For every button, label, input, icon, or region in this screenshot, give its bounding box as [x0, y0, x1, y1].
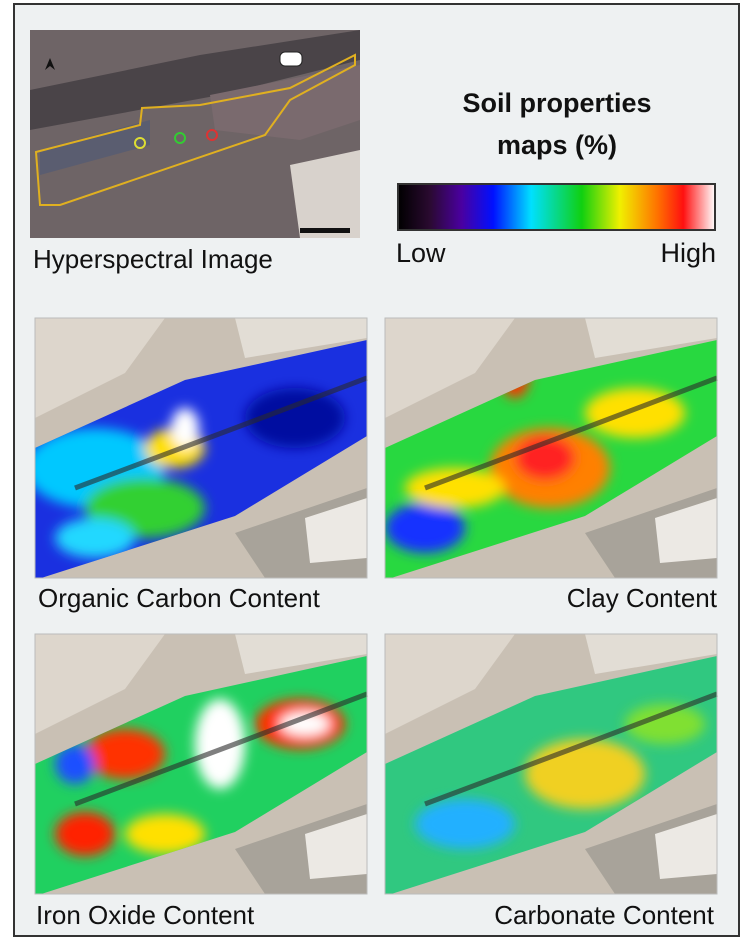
- property-map: [35, 634, 367, 894]
- legend-high: High: [660, 238, 716, 268]
- hyperspectral-image: [30, 18, 360, 238]
- color-bar: [398, 184, 715, 230]
- property-map: [385, 318, 717, 578]
- map-caption: Clay Content: [567, 583, 718, 613]
- figure: Hyperspectral Image Soil propertiesmaps …: [0, 0, 744, 941]
- property-map: [385, 634, 717, 894]
- legend-low: Low: [396, 238, 446, 268]
- map-caption: Iron Oxide Content: [36, 900, 255, 930]
- image-caption: Hyperspectral Image: [33, 244, 273, 274]
- map-caption: Organic Carbon Content: [38, 583, 321, 613]
- map-caption: Carbonate Content: [494, 900, 714, 930]
- property-map: [25, 318, 367, 578]
